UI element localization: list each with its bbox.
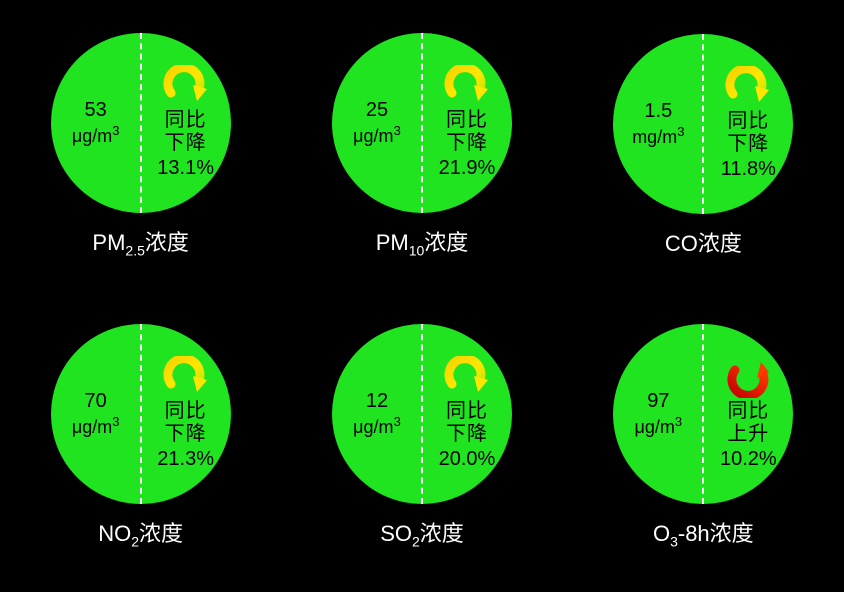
metric-left: 97 μg/m3 [613,324,703,504]
trend-label: 同比 [165,400,207,423]
metric-circle: 70 μg/m3 同比 下降 21.3% [51,324,231,504]
metric-right: 同比 下降 21.3% [141,324,231,504]
trend-percent: 13.1% [157,155,214,181]
metric-caption: O3-8h浓度 [653,516,754,549]
metric-caption: PM10浓度 [376,225,469,258]
metric-right: 同比 下降 20.0% [422,324,512,504]
metric-right: 同比 上升 10.2% [703,324,793,504]
metric-value: 12 [366,388,388,414]
trend-arrow-down-icon [163,65,209,107]
trend-arrow-down-icon [725,66,771,108]
trend-arrow-down-icon [444,65,490,107]
trend-label: 下降 [446,132,488,155]
metric-unit: μg/m3 [635,414,683,439]
metric-cell: 25 μg/m3 同比 下降 21.9% PM10浓度 [311,20,532,271]
metric-caption: SO2浓度 [380,516,464,549]
metric-circle: 97 μg/m3 同比 上升 10.2% [613,324,793,504]
trend-label: 同比 [446,400,488,423]
trend-percent: 20.0% [439,446,496,472]
metric-cell: 12 μg/m3 同比 下降 20.0% SO2浓度 [311,311,532,562]
trend-percent: 21.3% [157,446,214,472]
metric-left: 70 μg/m3 [51,324,141,504]
trend-label: 下降 [446,423,488,446]
metric-left: 25 μg/m3 [332,33,422,213]
trend-label: 上升 [727,423,769,446]
metric-cell: 53 μg/m3 同比 下降 13.1% PM2.5浓度 [30,20,251,271]
metric-right: 同比 下降 21.9% [422,33,512,213]
metric-circle: 53 μg/m3 同比 下降 13.1% [51,33,231,213]
metric-right: 同比 下降 11.8% [703,34,793,214]
trend-label: 下降 [165,132,207,155]
metric-circle: 25 μg/m3 同比 下降 21.9% [332,33,512,213]
trend-label: 同比 [727,110,769,133]
trend-percent: 11.8% [721,156,776,182]
metric-caption: CO浓度 [665,226,742,258]
metric-left: 12 μg/m3 [332,324,422,504]
infographic-grid: 53 μg/m3 同比 下降 13.1% PM2.5浓度 25 μg/m3 [0,0,844,592]
metric-unit: μg/m3 [353,414,401,439]
metric-left: 53 μg/m3 [51,33,141,213]
metric-cell: 70 μg/m3 同比 下降 21.3% NO2浓度 [30,311,251,562]
metric-circle: 1.5 mg/m3 同比 下降 11.8% [613,34,793,214]
metric-value: 97 [647,388,669,414]
metric-value: 25 [366,97,388,123]
trend-percent: 21.9% [439,155,496,181]
metric-cell: 1.5 mg/m3 同比 下降 11.8% CO浓度 [593,20,814,271]
trend-label: 同比 [165,109,207,132]
metric-caption: PM2.5浓度 [92,225,188,258]
trend-arrow-down-icon [163,356,209,398]
metric-right: 同比 下降 13.1% [141,33,231,213]
metric-unit: μg/m3 [72,123,120,148]
metric-cell: 97 μg/m3 同比 上升 10.2% O3-8h浓度 [593,311,814,562]
metric-circle: 12 μg/m3 同比 下降 20.0% [332,324,512,504]
metric-left: 1.5 mg/m3 [613,34,703,214]
metric-value: 53 [85,97,107,123]
metric-value: 1.5 [644,98,672,124]
trend-arrow-up-icon [725,356,771,398]
trend-label: 下降 [165,423,207,446]
metric-unit: mg/m3 [632,124,684,149]
metric-value: 70 [85,388,107,414]
trend-label: 下降 [727,133,769,156]
metric-caption: NO2浓度 [98,516,183,549]
trend-label: 同比 [727,400,769,423]
trend-percent: 10.2% [720,446,777,472]
trend-arrow-down-icon [444,356,490,398]
trend-label: 同比 [446,109,488,132]
metric-unit: μg/m3 [353,123,401,148]
metric-unit: μg/m3 [72,414,120,439]
